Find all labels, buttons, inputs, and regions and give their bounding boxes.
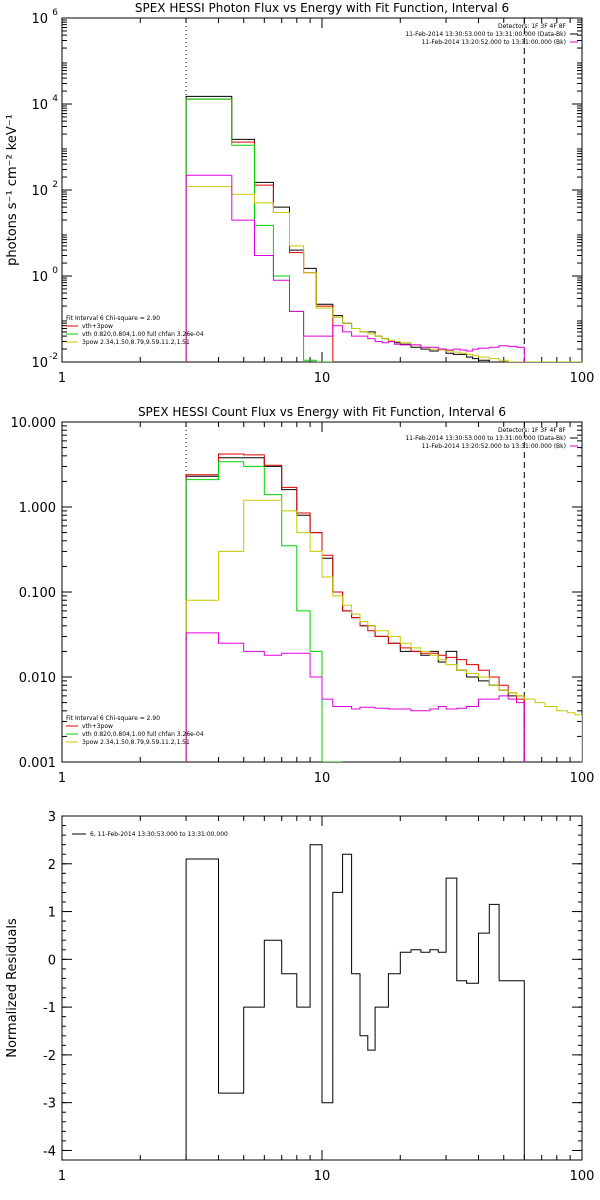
series-line-0 [185, 95, 525, 362]
y-tick-label: -3 [43, 1097, 56, 1112]
y-tick-label: 10 [31, 12, 48, 27]
y-tick-exponent: 6 [52, 8, 58, 18]
y-tick-label: -4 [43, 1144, 56, 1159]
series-line-2 [185, 98, 333, 362]
y-tick-label: 3 [48, 810, 56, 825]
plot-area [185, 453, 582, 762]
x-tick-label: 1 [58, 771, 66, 786]
chart-title: SPEX HESSI Photon Flux vs Energy with Fi… [135, 1, 509, 15]
y-tick-label: 0.100 [19, 586, 56, 601]
series-line-3 [185, 186, 582, 362]
series-line-1 [185, 453, 525, 762]
x-tick-label: 1 [58, 371, 66, 386]
y-axis-label: Normalized Residuals [5, 918, 20, 1058]
legend-top-entry: 11-Feb-2014 13:30:53.000 to 13:31:00.000… [405, 31, 566, 38]
y-tick-label: 0.001 [19, 756, 56, 771]
y-tick-label: 2 [48, 858, 56, 873]
series-line-0 [185, 844, 525, 1160]
residuals-panel: 1 10 100 -4 -3 -2 -1 0 1 2 3 Normalized Residuals 6,… [5, 810, 594, 1184]
legend-top-entry: 11-Feb-2014 13:20:52.000 to 13:31:00.000… [422, 39, 566, 46]
series-line-0 [185, 457, 525, 762]
y-axis-label: photons s⁻¹ cm⁻² keV⁻¹ [5, 114, 20, 266]
y-tick-label: 10 [31, 356, 48, 371]
plot-area [185, 844, 525, 1160]
y-tick-label: 0.010 [19, 671, 56, 686]
legend-bottom-entry: vth 0.820,0.804,1.00 full chfan 3.26e-04 [82, 731, 204, 738]
series-line-3 [185, 499, 582, 762]
plot-frame [61, 17, 583, 363]
series-line-4 [185, 174, 525, 362]
y-tick-label: -1 [43, 1001, 56, 1016]
legend-top-entry: 11-Feb-2014 13:20:52.000 to 13:31:00.000… [422, 443, 566, 450]
y-tick-exponent: 2 [52, 180, 58, 190]
legend-bottom-entry: Fit Interval 6 Chi-square = 2.90 [66, 315, 160, 322]
y-tick-exponent: -2 [49, 352, 58, 362]
x-tick-label: 100 [570, 371, 595, 386]
y-tick-label: 0 [48, 953, 56, 968]
count-flux-panel: SPEX HESSI Count Flux vs Energy with Fit… [11, 405, 595, 786]
y-tick-label: 1 [48, 906, 56, 921]
x-tick-label: 10 [314, 371, 331, 386]
y-tick-exponent: 4 [52, 94, 58, 104]
legend-top-entry: 11-Feb-2014 13:30:53.000 to 13:31:00.000… [405, 435, 566, 442]
x-tick-label: 10 [314, 1169, 331, 1184]
legend-entry: 6, 11-Feb-2014 13:30:53.000 to 13:31:00.… [90, 831, 228, 838]
x-tick-label: 100 [570, 1169, 595, 1184]
chart-title: SPEX HESSI Count Flux vs Energy with Fit… [138, 405, 506, 419]
x-tick-label: 100 [570, 771, 595, 786]
y-tick-label: 1.000 [19, 501, 56, 516]
x-tick-label: 10 [314, 771, 331, 786]
legend-bottom-entry: Fit Interval 6 Chi-square = 2.90 [66, 715, 160, 722]
plot-area [185, 95, 582, 362]
legend-top-entry: Detectors: 1F 3F 4F 8F [498, 23, 567, 30]
legend-bottom-entry: 3pow 2.34,1.50,8.79,9.59,11.2,1.51 [82, 339, 190, 346]
y-tick-label: 10 [31, 98, 48, 113]
series-line-1 [185, 98, 334, 362]
series-line-4 [185, 632, 525, 762]
photon-flux-panel: SPEX HESSI Photon Flux vs Energy with Fi… [5, 1, 594, 386]
legend-top-entry: Detectors: 1F 3F 4F 8F [498, 427, 567, 434]
series-line-2 [185, 461, 343, 762]
legend-bottom-entry: 3pow 2.34,1.50,8.79,9.59,11.2,1.51 [82, 739, 190, 746]
legend-bottom-entry: vth 0.820,0.804,1.00 full chfan 3.26e-04 [82, 331, 204, 338]
y-tick-exponent: 0 [52, 266, 58, 276]
y-tick-label: 10 [31, 184, 48, 199]
legend-bottom-entry: vth+3pow [82, 723, 113, 730]
y-tick-label: 10.000 [11, 416, 57, 431]
y-tick-label: -2 [43, 1049, 56, 1064]
legend-bottom-entry: vth+3pow [82, 323, 113, 330]
x-tick-label: 1 [58, 1169, 66, 1184]
y-tick-label: 10 [31, 270, 48, 285]
